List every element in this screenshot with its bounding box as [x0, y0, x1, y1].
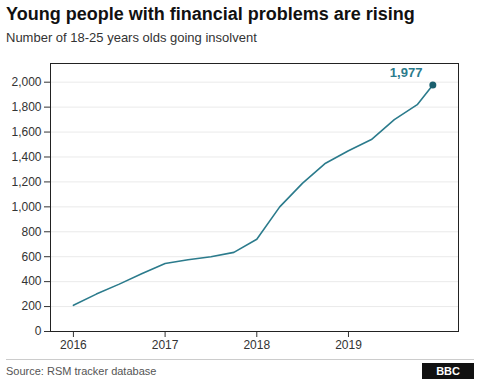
- html-text:Young people with financial pr: Young people with financial problems are…: [6, 4, 415, 24]
- svg-text:2017: 2017: [152, 338, 179, 352]
- svg-text:2016: 2016: [60, 338, 87, 352]
- html-text:BBC: BBC: [436, 364, 460, 377]
- svg-text:1,977: 1,977: [390, 65, 423, 80]
- svg-text:200: 200: [21, 299, 41, 313]
- svg-text:1,800: 1,800: [11, 100, 41, 114]
- svg-text:1,400: 1,400: [11, 149, 41, 163]
- svg-text:400: 400: [21, 274, 41, 288]
- svg-text:1,600: 1,600: [11, 124, 41, 138]
- svg-text:2019: 2019: [335, 338, 362, 352]
- svg-text:0: 0: [35, 324, 42, 338]
- svg-text:800: 800: [21, 224, 41, 238]
- svg-text:2,000: 2,000: [11, 75, 41, 89]
- svg-text:600: 600: [21, 249, 41, 263]
- svg-text:1,200: 1,200: [11, 174, 41, 188]
- html-text:Number of 18-25 years olds goi: Number of 18-25 years olds going insolve…: [6, 29, 257, 45]
- html-text:Source: RSM tracker database: Source: RSM tracker database: [6, 364, 157, 377]
- svg-text:2018: 2018: [243, 338, 270, 352]
- svg-text:1,000: 1,000: [11, 199, 41, 213]
